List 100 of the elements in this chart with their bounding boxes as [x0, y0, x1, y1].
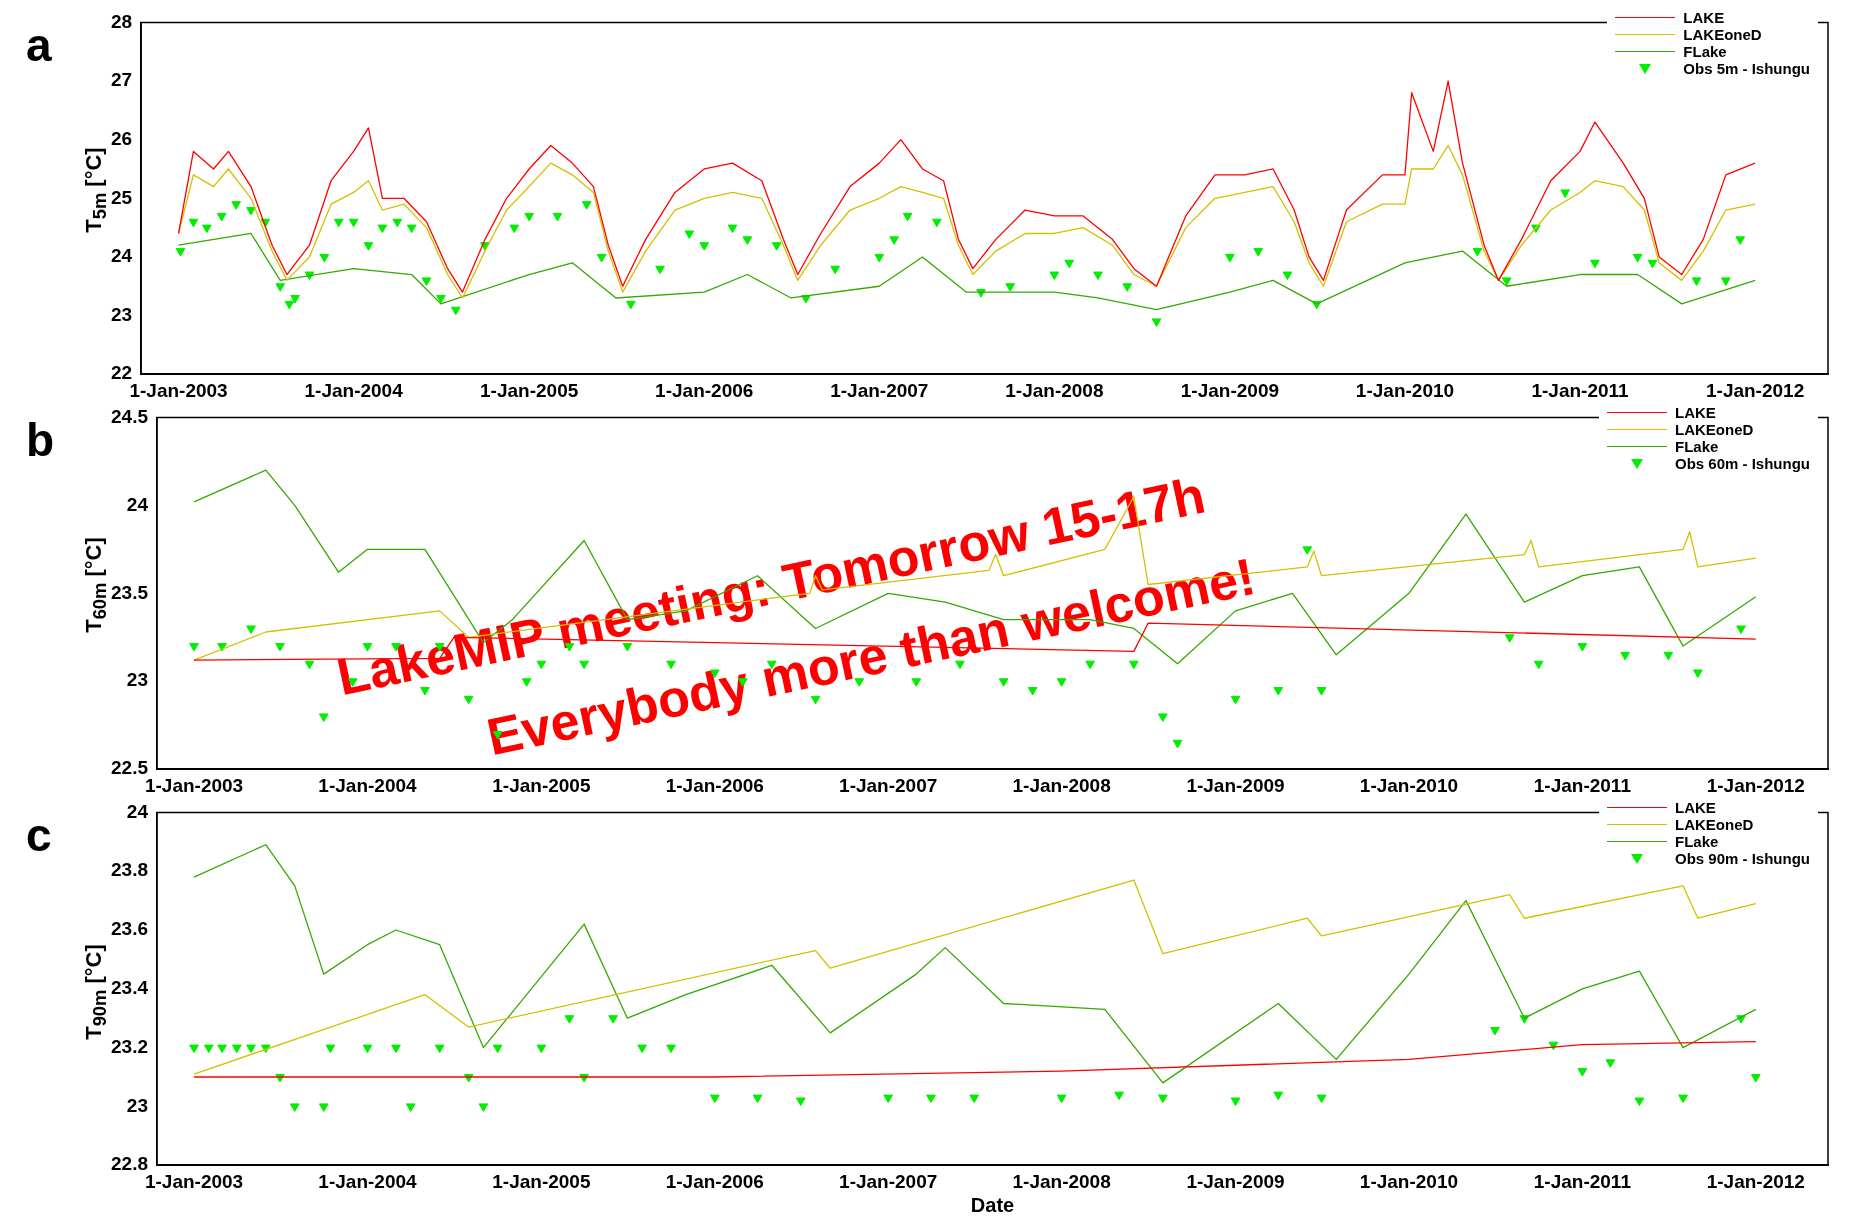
y-tick-label: 23.5: [111, 581, 149, 603]
point: [289, 1103, 300, 1112]
point: [1692, 669, 1703, 678]
x-tick-label: 1-Jan-2008: [1005, 379, 1104, 401]
point: [434, 1044, 445, 1054]
x-tick-label: 1-Jan-2008: [1012, 774, 1111, 796]
point: [1605, 1059, 1616, 1068]
point: [536, 1044, 547, 1054]
y-tick-label: 23.2: [111, 1035, 148, 1057]
point: [246, 1044, 256, 1054]
y-tick-label: 24.5: [111, 405, 149, 427]
legend-label: FLake: [1674, 438, 1719, 455]
x-tick-label: 1-Jan-2005: [480, 379, 579, 401]
point: [1634, 1097, 1645, 1107]
x-tick-label: 1-Jan-2010: [1355, 379, 1455, 401]
x-tick-label: 1-Jan-2012: [1705, 379, 1805, 401]
point: [304, 660, 315, 670]
legend-label: FLake: [1683, 43, 1727, 60]
point: [666, 1044, 676, 1054]
x-tick-label: 1-Jan-2005: [492, 1170, 591, 1192]
point: [1620, 651, 1630, 661]
y-tick-label: 28: [110, 10, 133, 32]
point: [1114, 1091, 1124, 1101]
legend-label: LAKE: [1674, 799, 1716, 816]
point: [1129, 660, 1139, 670]
x-tick-label: 1-Jan-2006: [665, 1170, 764, 1192]
legend-label: Obs 60m - Ishungu: [1674, 455, 1810, 472]
y-tick-label: 23: [110, 303, 133, 325]
x-tick-label: 1-Jan-2004: [304, 379, 404, 401]
y-tick-label: 23.6: [111, 918, 148, 940]
y-tick-label: 24: [110, 245, 133, 267]
point: [969, 1094, 980, 1104]
x-axis-title: Date: [970, 1193, 1015, 1216]
x-tick-label: 1-Jan-2009: [1180, 379, 1280, 401]
x-tick-label: 1-Jan-2004: [318, 1170, 418, 1192]
point: [1056, 678, 1067, 687]
legend-label: LAKEoneD: [1683, 26, 1762, 43]
legend-label: LAKEoneD: [1674, 421, 1754, 438]
point: [231, 1044, 242, 1054]
point: [217, 643, 227, 652]
point: [246, 625, 256, 634]
point: [275, 643, 285, 652]
x-tick-label: 1-Jan-2006: [665, 774, 764, 796]
x-tick-label: 1-Jan-2011: [1531, 379, 1630, 401]
y-tick-label: 23.8: [111, 859, 148, 881]
y-tick-label: 23: [126, 669, 148, 691]
point: [608, 1015, 618, 1024]
point: [1577, 643, 1588, 652]
y-tick-label: 24: [126, 800, 149, 822]
y-tick-label: 25: [110, 186, 133, 208]
point: [1273, 687, 1284, 696]
point: [1663, 651, 1674, 661]
x-tick-label: 1-Jan-2011: [1533, 1170, 1632, 1192]
point: [318, 1103, 329, 1112]
x-tick-label: 1-Jan-2009: [1186, 774, 1285, 796]
y-tick-label: 26: [110, 127, 133, 149]
point: [1172, 739, 1183, 749]
x-tick-label: 1-Jan-2012: [1706, 1170, 1805, 1192]
point: [666, 660, 676, 670]
point: [1230, 1097, 1241, 1107]
x-tick-label: 1-Jan-2012: [1706, 774, 1805, 796]
point: [1302, 546, 1313, 555]
point: [189, 643, 199, 652]
y-tick-label: 23: [126, 1094, 148, 1116]
legend-label: LAKEoneD: [1674, 816, 1754, 833]
point: [1230, 695, 1241, 705]
point: [1750, 1074, 1761, 1083]
point: [362, 1044, 373, 1054]
x-tick-label: 1-Jan-2008: [1012, 1170, 1111, 1192]
point: [463, 695, 474, 705]
point: [1273, 1091, 1284, 1101]
point: [189, 1044, 199, 1054]
x-tick-label: 1-Jan-2010: [1359, 1170, 1459, 1192]
point: [203, 1044, 214, 1054]
point: [1056, 1094, 1067, 1104]
point: [1085, 660, 1095, 670]
point: [998, 678, 1009, 687]
legend-label: FLake: [1674, 833, 1719, 850]
point: [926, 1094, 936, 1104]
point: [478, 1103, 489, 1112]
point: [1027, 687, 1038, 696]
legend-label: Obs 5m - Ishungu: [1683, 60, 1810, 77]
x-tick-label: 1-Jan-2005: [492, 774, 591, 796]
point: [564, 1015, 575, 1024]
point: [318, 713, 329, 722]
x-tick-label: 1-Jan-2010: [1359, 774, 1459, 796]
x-tick-label: 1-Jan-2007: [830, 379, 929, 401]
point: [795, 1097, 806, 1107]
chart-title: b: [26, 413, 55, 467]
legend-label: Obs 90m - Ishungu: [1674, 850, 1810, 867]
x-tick-label: 1-Jan-2004: [318, 774, 418, 796]
point: [637, 1044, 647, 1054]
point: [1316, 687, 1327, 696]
point: [1316, 1094, 1327, 1104]
chart-title: a: [26, 18, 52, 72]
point: [391, 1044, 401, 1054]
x-tick-label: 1-Jan-2009: [1186, 1170, 1285, 1192]
point: [579, 660, 589, 670]
point: [1533, 660, 1544, 670]
x-tick-label: 1-Jan-2007: [839, 774, 938, 796]
